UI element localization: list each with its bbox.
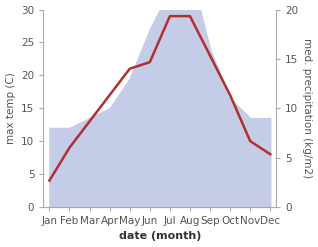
Y-axis label: max temp (C): max temp (C) bbox=[5, 72, 16, 144]
Y-axis label: med. precipitation (kg/m2): med. precipitation (kg/m2) bbox=[302, 38, 313, 178]
X-axis label: date (month): date (month) bbox=[119, 231, 201, 242]
